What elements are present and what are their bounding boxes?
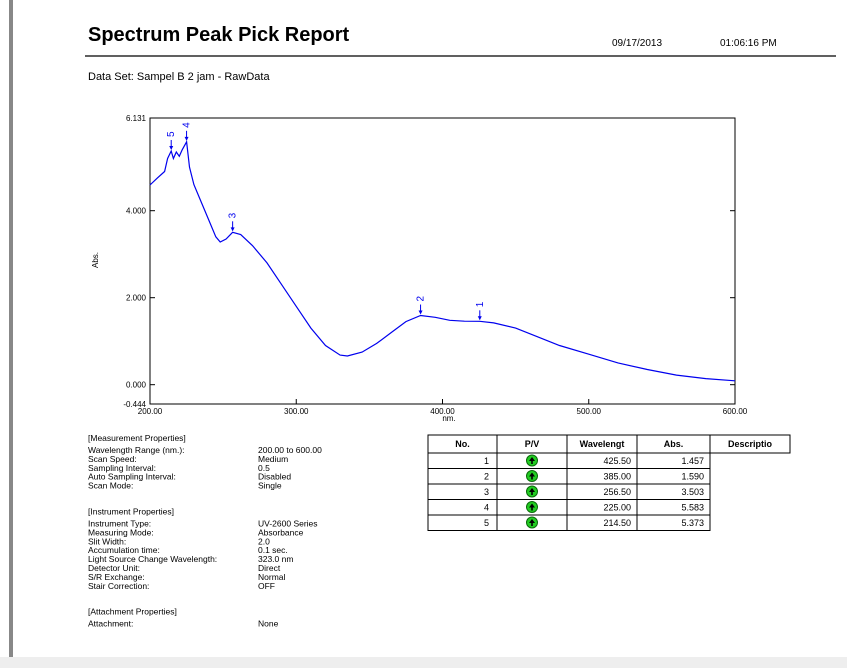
- x-axis-label: nm.: [442, 414, 455, 423]
- report-time: 01:06:16 PM: [720, 38, 777, 49]
- report-date: 09/17/2013: [612, 38, 662, 49]
- report-title: Spectrum Peak Pick Report: [88, 24, 350, 46]
- peak-label: 4: [182, 122, 193, 128]
- property-key: Light Source Change Wavelength:: [88, 554, 217, 564]
- x-tick-label: 400.00: [430, 407, 455, 416]
- y-tick-label: -0.444: [123, 400, 146, 409]
- property-key: Accumulation time:: [88, 545, 160, 555]
- table-header: No.: [455, 439, 470, 449]
- peak-arrow: [418, 310, 423, 315]
- cell-abs: 1.590: [681, 472, 704, 482]
- cell-wavelength: 425.50: [603, 456, 631, 466]
- left-bar: [9, 0, 13, 657]
- pv-arrow: [529, 519, 535, 526]
- property-value: None: [258, 619, 279, 629]
- property-key: Detector Unit:: [88, 563, 140, 573]
- x-tick-label: 500.00: [577, 407, 602, 416]
- table-header: Wavelengt: [580, 439, 625, 449]
- table-header: Abs.: [664, 439, 684, 449]
- x-tick-label: 200.00: [138, 407, 163, 416]
- cell-wavelength: 214.50: [603, 518, 631, 528]
- plot-frame: [149, 117, 736, 405]
- section-heading: [Attachment Properties]: [88, 607, 177, 617]
- dataset: Data Set: Sampel B 2 jam - RawData: [88, 71, 270, 83]
- peak-arrow: [169, 145, 174, 150]
- table-header: P/V: [525, 439, 540, 449]
- property-key: Attachment:: [88, 619, 133, 629]
- spectrum-line: [149, 139, 736, 382]
- property-value: UV-2600 Series: [258, 519, 318, 529]
- property-value: 2.0: [258, 536, 270, 546]
- peak-label: 5: [166, 131, 177, 137]
- property-value: Disabled: [258, 472, 291, 482]
- table-header: Descriptio: [728, 439, 773, 449]
- x-tick-label: 600.00: [723, 407, 748, 416]
- property-key: Wavelength Range (nm.):: [88, 445, 185, 455]
- cell-no: 4: [484, 503, 489, 513]
- peak-label: 2: [416, 296, 427, 302]
- property-key: Instrument Type:: [88, 519, 151, 529]
- property-key: Measuring Mode:: [88, 527, 154, 537]
- property-key: Scan Mode:: [88, 481, 133, 491]
- cell-no: 2: [484, 472, 489, 482]
- property-value: Single: [258, 481, 282, 491]
- property-value: Medium: [258, 454, 288, 464]
- peak-arrow: [230, 227, 235, 232]
- property-value: 200.00 to 600.00: [258, 445, 322, 455]
- property-value: 0.1 sec.: [258, 545, 288, 555]
- cell-no: 5: [484, 518, 489, 528]
- peak-label: 3: [228, 212, 239, 218]
- bottom-bar: [0, 657, 847, 668]
- pv-arrow: [529, 457, 535, 464]
- property-key: Scan Speed:: [88, 454, 137, 464]
- cell-abs: 5.373: [681, 518, 704, 528]
- cell-abs: 3.503: [681, 487, 704, 497]
- property-key: Stair Correction:: [88, 581, 149, 591]
- property-value: Absorbance: [258, 527, 304, 537]
- property-value: OFF: [258, 581, 275, 591]
- pv-arrow: [529, 472, 535, 480]
- cell-abs: 1.457: [681, 456, 704, 466]
- y-tick-label: 0.000: [126, 381, 147, 390]
- y-axis-label: Abs.: [91, 252, 100, 268]
- property-key: Sampling Interval:: [88, 463, 156, 473]
- property-key: Auto Sampling Interval:: [88, 472, 176, 482]
- property-value: Normal: [258, 572, 286, 582]
- cell-wavelength: 256.50: [603, 487, 631, 497]
- property-key: S/R Exchange:: [88, 572, 145, 582]
- property-value: 0.5: [258, 463, 270, 473]
- cell-no: 1: [484, 456, 489, 466]
- section-heading: [Instrument Properties]: [88, 507, 174, 517]
- section-heading: [Measurement Properties]: [88, 433, 186, 443]
- property-key: Slit Width:: [88, 536, 126, 546]
- property-value: 323.0 nm: [258, 554, 293, 564]
- property-value: Direct: [258, 563, 281, 573]
- peak-label: 1: [475, 301, 486, 307]
- peak-arrow: [184, 136, 189, 141]
- cell-no: 3: [484, 487, 489, 497]
- pv-arrow: [529, 503, 535, 511]
- pv-arrow: [529, 488, 535, 495]
- y-tick-label: 6.131: [126, 114, 147, 123]
- x-tick-label: 300.00: [284, 407, 309, 416]
- cell-wavelength: 385.00: [603, 472, 631, 482]
- peak-arrow: [477, 316, 482, 321]
- y-tick-label: 4.000: [126, 207, 147, 216]
- cell-wavelength: 225.00: [603, 503, 631, 513]
- cell-abs: 5.583: [681, 503, 704, 513]
- y-tick-label: 2.000: [126, 294, 147, 303]
